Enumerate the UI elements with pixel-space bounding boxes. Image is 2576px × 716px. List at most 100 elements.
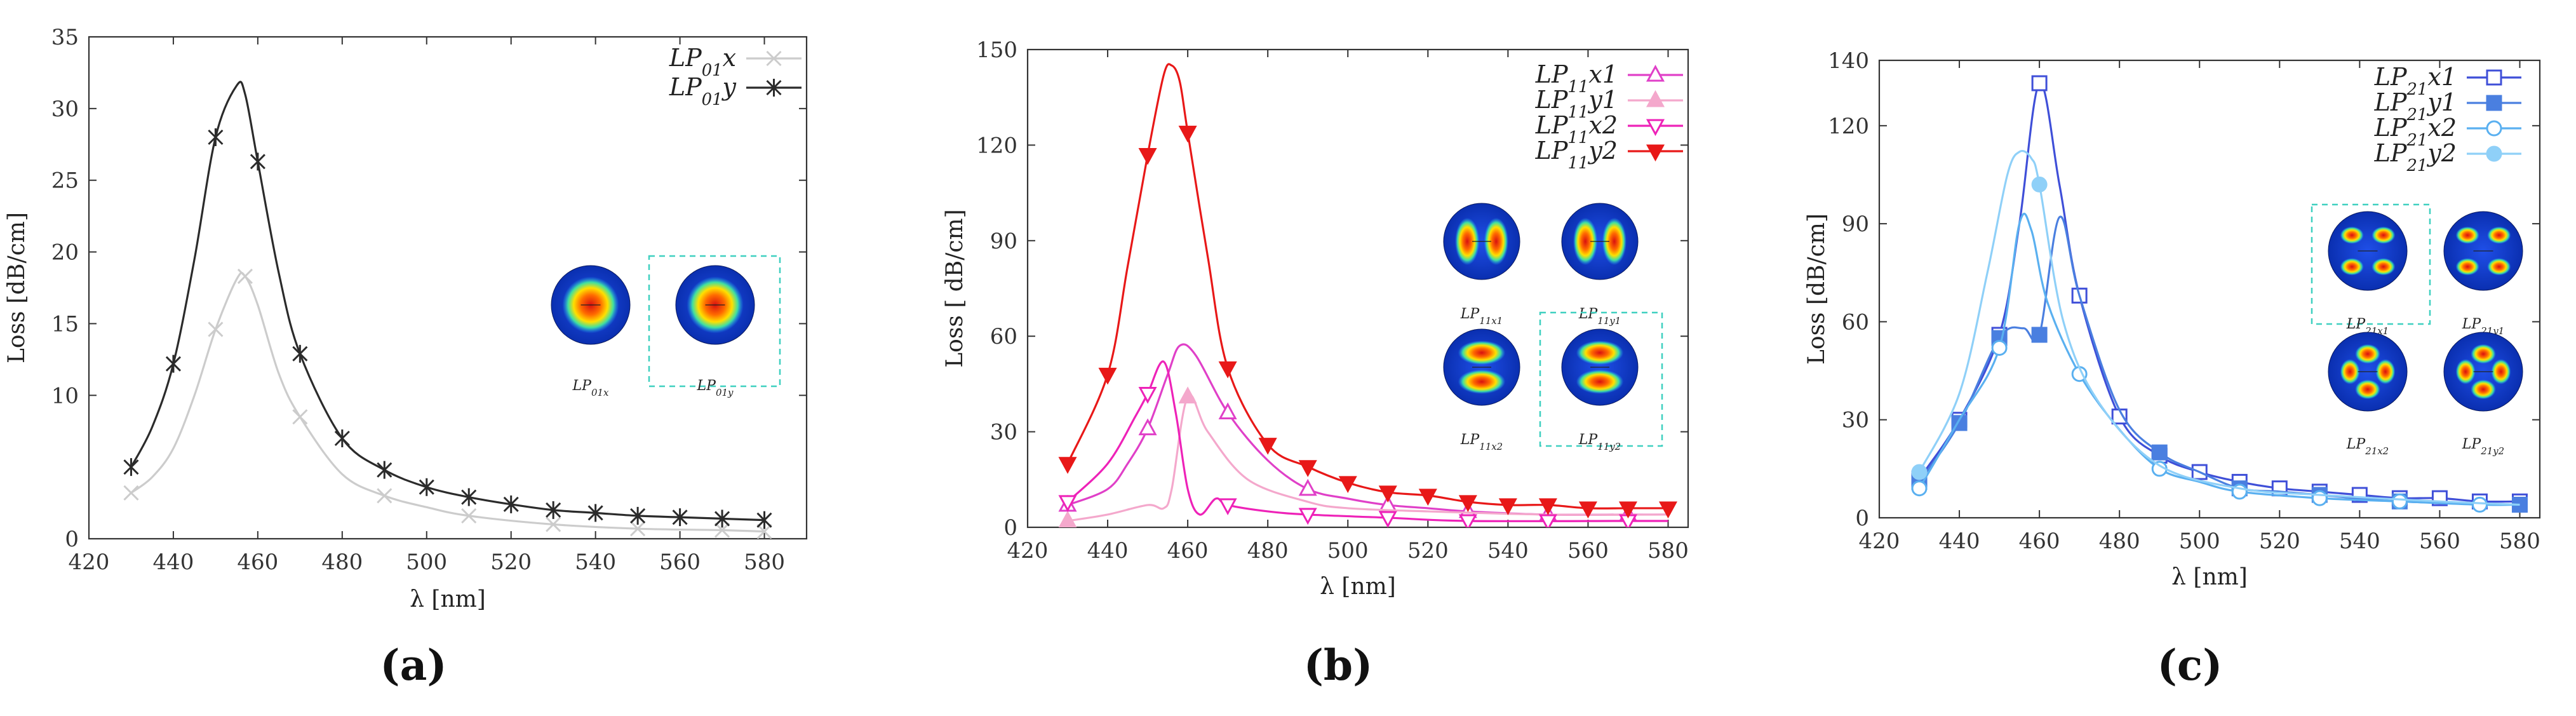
mode-label-sub: 21x2 [2365,445,2389,457]
series-line-LP21y2 [1918,150,2520,506]
data-point-LP01y [250,152,265,171]
legend-marker-LP01x [766,50,782,67]
data-point-LP01x [756,523,772,539]
legend-label-LP11x2-tail: x2 [1588,111,1618,139]
data-point-LP11x2 [1058,495,1077,513]
x-axis-label: λ [nm] [1320,574,1396,600]
mode-profile-lobe [2340,359,2360,384]
x-tick-label: 580 [1647,538,1689,564]
legend-marker-LP21x1 [2486,69,2502,86]
y-tick-label: 120 [976,133,1017,158]
mode-inset-11y2: LP11y2 [1539,311,1663,452]
data-point-LP11y2 [1618,501,1637,519]
data-point-LP11y2 [1258,438,1277,455]
y-tick-label: 35 [51,25,79,50]
legend-marker-LP01y [766,79,782,97]
y-tick-label: 20 [51,240,79,266]
mode-label: LP11x2 [1460,432,1503,452]
y-tick-label: 90 [1842,212,1869,237]
data-point-LP11x1 [1298,478,1317,496]
data-point-LP11y2 [1338,476,1357,493]
legend-label-LP11y1-tail: y1 [1587,86,1618,114]
mode-label-base: LP [1578,432,1599,448]
legend-label-LP11x2: LP11x2 [1535,111,1618,147]
data-point-LP01x [377,488,392,504]
legend-label-LP11y2-base: LP [1535,137,1569,165]
mode-inset-21y1: LP21y1 [2443,211,2523,337]
y-tick-label: 30 [990,420,1017,445]
x-axis-label: λ [nm] [2171,564,2248,590]
legend-label-LP11y1-sub: 11 [1567,103,1588,122]
data-point-LP11y2 [1418,489,1437,506]
data-point-LP11y2 [1098,367,1117,385]
plot-frame [1026,48,1689,529]
data-point-LP11x2 [1378,511,1397,527]
data-point-LP11y1 [1058,510,1077,527]
x-tick-label: 440 [1087,538,1129,564]
legend-marker-LP21y1 [2486,95,2502,111]
panel-b: 420 440 460 480 500 520 540 560 580 0 30 60 90 120 150… [942,37,1689,690]
y-axis-label: Loss [ dB/cm] [942,209,968,367]
mode-profile-lobe [2355,379,2380,400]
mode-profile-lobe [1458,341,1506,365]
mode-profile-lobe [2487,226,2511,244]
mode-label-sub: 11y1 [1597,315,1621,327]
legend-label-LP11x1: LP11x1 [1535,60,1618,97]
mode-profile-lobe [2455,226,2479,244]
mode-label-base: LP [1460,306,1480,322]
mode-profile-lobe [2487,258,2511,276]
mode-profile-lobe [2471,379,2496,400]
y-tick-label: 0 [1855,506,1869,531]
data-point-LP21x2 [2311,490,2328,506]
data-point-LP01y [503,495,519,513]
data-point-LP21x2 [2471,496,2488,513]
data-point-LP01y [714,510,730,528]
mode-inset-21y2: LP21y2 [2443,332,2523,457]
mode-inset-11x1: LP11x1 [1443,203,1520,327]
legend-label-LP11y2-sub: 11 [1567,154,1588,173]
x-tick-label: 580 [2499,529,2540,554]
panel-label: (a) [380,640,446,690]
plot-frame [88,36,808,540]
legend-label-LP21y2-tail: y2 [2426,139,2457,167]
plot-area [123,81,772,539]
x-tick-label: 580 [744,550,785,575]
y-axis-label: Loss [dB/cm] [1804,213,1830,365]
mode-label: LP21x2 [2346,436,2389,457]
highlight-box [648,255,781,388]
x-tick-label: 460 [237,550,278,575]
data-point-LP01y [756,511,772,529]
data-point-LP21y2 [2031,176,2048,193]
data-point-LP01y [546,501,561,519]
mode-label: LP11x1 [1460,306,1503,327]
mode-profile-lobe [1576,341,1624,365]
y-tick-label: 0 [1003,515,1017,541]
x-tick-label: 540 [1487,538,1529,564]
mode-inset-21x2: LP21x2 [2328,332,2408,457]
mode-label: LP01y [697,378,734,398]
x-tick-label: 480 [1247,538,1289,564]
mode-profile-lobe [2375,359,2396,384]
data-point-LP01y [377,461,392,479]
y-tick-label: 60 [1842,309,1869,335]
data-point-LP11y2 [1138,147,1157,165]
series-line-LP01y [130,81,765,522]
mode-label-sub: 11x1 [1479,315,1503,327]
mode-inset-21x1: LP21x1 [2311,203,2431,337]
legend-label-LP21y2: LP21y2 [2374,139,2457,175]
mode-label-base: LP [2346,436,2366,452]
data-point-LP11x2 [1458,514,1477,527]
x-tick-label: 480 [2099,529,2140,554]
y-tick-label: 90 [990,229,1017,254]
legend-label-LP21x1: LP21x1 [2374,63,2457,99]
legend-label-LP11x1-tail: x1 [1588,60,1618,88]
mode-label-sub: 01y [716,387,734,398]
data-point-LP01y [123,458,139,476]
x-tick-label: 420 [69,550,110,575]
x-tick-label: 560 [2419,529,2460,554]
legend-marker-LP11y1 [1646,90,1665,107]
x-tick-label: 520 [2259,529,2300,554]
data-point-LP01y [630,506,646,525]
